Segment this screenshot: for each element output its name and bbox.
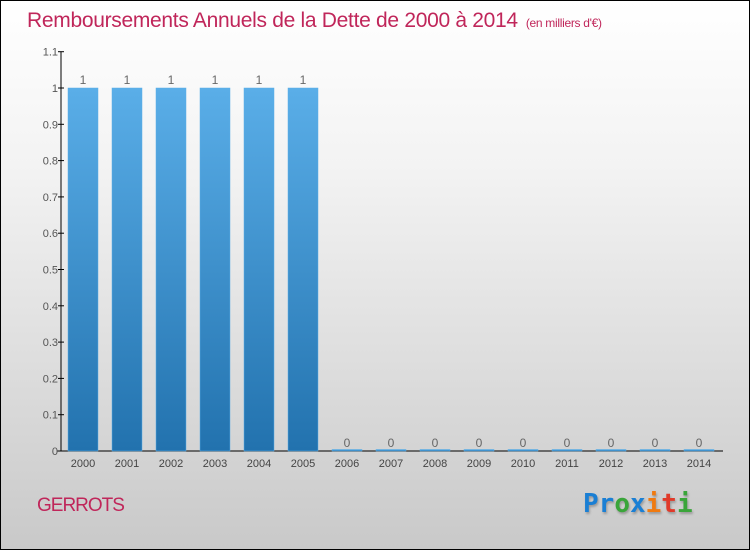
logo-letter: x bbox=[629, 489, 646, 519]
x-tick-label: 2013 bbox=[643, 458, 667, 470]
data-label: 0 bbox=[344, 436, 351, 450]
y-tick-label: 0.4 bbox=[43, 301, 58, 313]
y-tick-label: 1 bbox=[52, 83, 58, 95]
x-tick-label: 2012 bbox=[599, 458, 623, 470]
bar bbox=[67, 87, 99, 452]
bar bbox=[331, 449, 363, 452]
data-label: 0 bbox=[388, 436, 395, 450]
y-tick-label: 0.8 bbox=[43, 156, 58, 168]
logo-letter: o bbox=[614, 489, 630, 519]
bar bbox=[419, 449, 451, 452]
x-tick-label: 2002 bbox=[159, 458, 183, 470]
bar bbox=[595, 449, 627, 452]
bar bbox=[463, 449, 495, 452]
logo-letter: P bbox=[583, 489, 599, 519]
data-label: 0 bbox=[652, 436, 659, 450]
data-label: 1 bbox=[256, 73, 263, 87]
y-tick-label: 0.7 bbox=[43, 192, 58, 204]
data-label: 1 bbox=[168, 73, 175, 87]
data-label: 1 bbox=[212, 73, 219, 87]
logo-letter: r bbox=[598, 489, 615, 519]
data-label: 0 bbox=[476, 436, 483, 450]
x-tick-label: 2005 bbox=[291, 458, 315, 470]
data-label: 0 bbox=[696, 436, 703, 450]
bar bbox=[507, 449, 539, 452]
data-label: 0 bbox=[520, 436, 527, 450]
y-tick-label: 0 bbox=[52, 446, 58, 458]
x-tick-label: 2000 bbox=[71, 458, 95, 470]
data-label: 0 bbox=[564, 436, 571, 450]
x-tick-label: 2008 bbox=[423, 458, 447, 470]
data-label: 0 bbox=[608, 436, 615, 450]
bar bbox=[199, 87, 231, 452]
y-tick-label: 0.6 bbox=[43, 228, 58, 240]
chart-title: Remboursements Annuels de la Dette de 20… bbox=[27, 9, 602, 33]
data-label: 1 bbox=[300, 73, 307, 87]
proxiti-logo: Proxiti bbox=[583, 489, 693, 519]
x-tick-label: 2009 bbox=[467, 458, 491, 470]
data-label: 0 bbox=[432, 436, 439, 450]
logo-letter: t bbox=[661, 489, 677, 519]
bar bbox=[111, 87, 143, 452]
bar bbox=[287, 87, 319, 452]
x-tick-label: 2007 bbox=[379, 458, 403, 470]
data-label: 1 bbox=[80, 73, 87, 87]
x-tick-label: 2003 bbox=[203, 458, 227, 470]
bar bbox=[639, 449, 671, 452]
logo-letter: i bbox=[645, 489, 662, 519]
x-tick-label: 2006 bbox=[335, 458, 359, 470]
x-tick-label: 2004 bbox=[247, 458, 271, 470]
y-tick-label: 0.1 bbox=[43, 410, 58, 422]
y-tick-label: 0.2 bbox=[43, 373, 58, 385]
chart-subtitle: (en milliers d'€) bbox=[525, 16, 602, 30]
y-tick-label: 0.9 bbox=[43, 119, 58, 131]
bar bbox=[375, 449, 407, 452]
x-tick-label: 2010 bbox=[511, 458, 535, 470]
x-tick-label: 2011 bbox=[555, 458, 579, 470]
bar bbox=[243, 87, 275, 452]
data-label: 1 bbox=[124, 73, 131, 87]
y-tick-label: 0.3 bbox=[43, 337, 58, 349]
bar bbox=[551, 449, 583, 452]
commune-name: GERROTS bbox=[37, 495, 125, 516]
bar bbox=[155, 87, 187, 452]
y-tick-label: 1.1 bbox=[43, 47, 58, 59]
title-text: Remboursements Annuels de la Dette de 20… bbox=[27, 9, 518, 32]
bar bbox=[683, 449, 715, 452]
y-tick-label: 0.5 bbox=[43, 265, 58, 277]
x-tick-label: 2014 bbox=[687, 458, 711, 470]
logo-letter: i bbox=[676, 489, 693, 519]
x-tick-label: 2001 bbox=[115, 458, 139, 470]
